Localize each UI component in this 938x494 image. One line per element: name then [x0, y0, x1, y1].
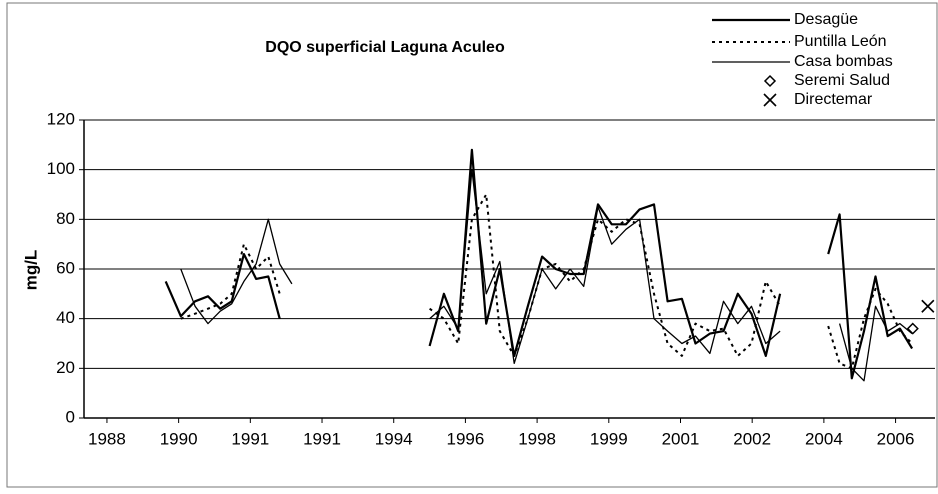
x-tick-label: 1999	[590, 429, 628, 448]
x-tick-label: 2004	[805, 429, 843, 448]
x-tick-label: 2006	[877, 429, 915, 448]
x-tick-label: 1990	[160, 429, 198, 448]
line-series	[180, 193, 913, 370]
x-tick-label: 1998	[518, 429, 556, 448]
marker-diamond	[906, 322, 919, 335]
x-tick-label: 2002	[733, 429, 771, 448]
chart-title: DQO superficial Laguna Aculeo	[265, 39, 505, 56]
y-axis-label: mg/L	[21, 250, 40, 291]
y-tick-label: 100	[47, 159, 75, 178]
legend-label: Desagüe	[794, 11, 858, 28]
line-series	[180, 169, 913, 382]
y-tick-label: 120	[47, 109, 75, 128]
y-tick-label: 20	[56, 358, 75, 377]
y-tick-label: 80	[56, 209, 75, 228]
marker-diamond	[763, 74, 777, 88]
y-tick-label: 40	[56, 308, 75, 327]
chart-frame	[6, 2, 938, 488]
x-tick-label: 1991	[231, 429, 269, 448]
x-tick-label: 1996	[446, 429, 484, 448]
line-series	[164, 148, 914, 380]
legend-label: Seremi Salud	[794, 72, 890, 89]
legend-label: Casa bombas	[794, 53, 893, 70]
x-tick-label: 1994	[375, 429, 413, 448]
marker-cross	[763, 93, 777, 107]
x-tick-label: 2001	[662, 429, 700, 448]
y-tick-label: 0	[66, 407, 75, 426]
x-tick-label: 1988	[88, 429, 126, 448]
legend-label: Puntilla León	[794, 33, 887, 50]
y-tick-label: 60	[56, 258, 75, 277]
marker-cross	[921, 299, 935, 313]
legend-label: Directemar	[794, 91, 873, 108]
x-tick-label: 1991	[303, 429, 341, 448]
